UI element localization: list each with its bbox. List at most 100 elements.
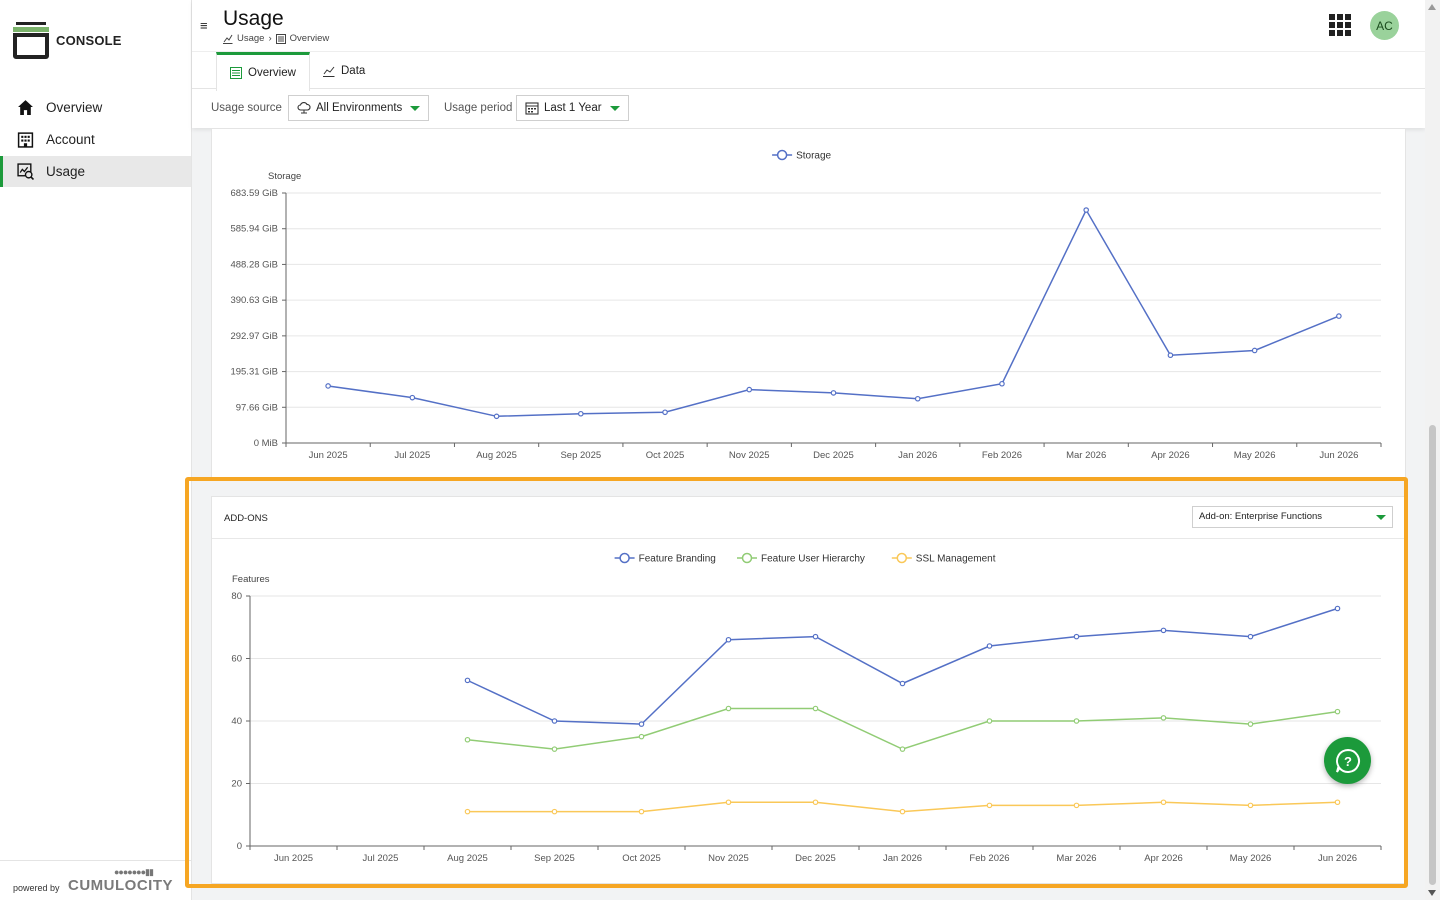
data-point [899,680,906,687]
home-icon [18,100,33,115]
legend-marker [896,552,908,564]
chart-line-icon [323,66,335,77]
legend-item: Feature User Hierarchy [737,552,865,565]
usage-source-label: Usage source [211,102,282,114]
data-point [493,413,500,420]
sidebar-item-label: Usage [46,164,86,179]
addon-select[interactable]: Add-on: Enterprise Functions [1192,506,1393,528]
app-switcher-icon[interactable] [1329,14,1351,36]
x-tick-label: Apr 2026 [1151,450,1190,461]
data-point [1247,802,1254,809]
x-tick-label: Jun 2025 [274,853,313,864]
usage-period-value: Last 1 Year [544,102,602,114]
data-point [725,799,732,806]
data-point [1334,708,1341,715]
data-point [999,380,1005,387]
sidebar-item-label: Overview [46,100,103,115]
data-point [409,394,416,401]
sidebar: CONSOLE Overview Account Usage powered b… [0,0,192,900]
x-tick-label: Jan 2026 [883,853,922,864]
x-tick-label: Oct 2025 [646,450,685,461]
series-line [467,707,1338,750]
divider [212,538,1405,539]
page-header: ≡ Usage Usage › Overview AC Overview Dat… [192,0,1425,128]
x-tick-label: May 2026 [1234,450,1276,461]
y-tick-label: 60 [231,654,242,665]
data-point [1160,715,1167,721]
sidebar-item-overview[interactable]: Overview [0,92,191,123]
usage-source-dropdown[interactable]: All Environments [288,95,430,121]
cumulocity-logo: CUMULOCITY [68,877,173,894]
x-tick-label: Mar 2026 [1066,450,1106,461]
data-point [986,643,993,649]
scroll-down-arrow-icon[interactable] [1428,890,1436,896]
x-tick-label: Feb 2026 [969,853,1009,864]
addons-title: ADD-ONS [224,513,268,524]
page-scrollbar[interactable] [1425,0,1440,900]
toggle-sidebar-icon[interactable]: ≡ [200,18,208,33]
legend-label: SSL Management [916,554,996,565]
calendar-icon [525,102,539,115]
x-tick-label: May 2026 [1230,853,1272,864]
cumulocity-dots-icon: ●●●●●●●▮▮ [114,867,154,877]
y-tick-label: 390.63 GiB [230,295,278,306]
usage-period-dropdown[interactable]: Last 1 Year [516,95,629,121]
tab-overview[interactable]: Overview [216,52,310,91]
data-point [1247,633,1254,640]
data-point [578,410,584,417]
legend-marker [741,552,753,564]
powered-by-label: powered by [13,883,60,893]
data-point [1334,799,1341,806]
data-point [325,383,331,389]
x-tick-label: Aug 2025 [476,450,517,461]
data-point [1160,627,1167,634]
help-button[interactable]: ? [1324,737,1371,784]
data-point [638,733,645,740]
y-tick-label: 97.66 GiB [236,402,278,413]
data-point [830,390,837,396]
data-point [812,633,819,640]
data-point [1073,633,1080,640]
console-logo[interactable]: CONSOLE [13,20,122,60]
y-axis-label: Features [232,574,270,585]
y-tick-label: 0 MiB [254,438,278,449]
y-tick-label: 488.28 GiB [230,259,278,270]
y-tick-label: 683.59 GiB [230,188,278,199]
breadcrumb-item[interactable]: Usage [237,33,265,44]
console-logo-icon [13,20,49,60]
legend-item: SSL Management [891,552,996,565]
tab-data[interactable]: Data [310,52,378,90]
usage-icon [17,163,34,180]
chart-line-icon [223,34,233,44]
building-icon [17,132,34,148]
y-tick-label: 20 [231,779,242,790]
powered-by-footer: powered by ●●●●●●●▮▮ CUMULOCITY [0,860,191,900]
data-point [551,746,558,752]
sidebar-item-usage[interactable]: Usage [0,156,191,187]
brand-label: CONSOLE [56,32,122,48]
data-point [551,718,558,724]
sidebar-item-label: Account [46,132,95,147]
storage-chart-card: 0 MiB 97.66 GiB 195.31 GiB 292.97 GiB 390.63… [211,128,1406,478]
x-tick-label: Sep 2025 [560,450,601,461]
breadcrumb: Usage › Overview [223,33,329,44]
legend-marker [776,149,788,161]
legend-item: Storage [772,149,832,162]
x-tick-label: Jun 2025 [309,450,348,461]
data-point [1073,802,1080,809]
user-avatar[interactable]: AC [1370,11,1399,40]
sidebar-item-account[interactable]: Account [0,124,191,155]
data-point [986,802,993,809]
x-tick-label: Sep 2025 [534,853,575,864]
data-point [551,808,558,815]
scroll-thumb[interactable] [1429,425,1436,885]
y-tick-label: 585.94 GiB [230,224,278,235]
x-tick-label: Apr 2026 [1144,853,1183,864]
data-point [638,808,645,815]
series-line [467,607,1338,725]
chevron-right-icon: › [268,33,272,44]
breadcrumb-item[interactable]: Overview [289,33,330,44]
x-tick-label: Oct 2025 [622,853,661,864]
scroll-up-arrow-icon[interactable] [1428,4,1436,10]
page-title: Usage [223,7,284,30]
